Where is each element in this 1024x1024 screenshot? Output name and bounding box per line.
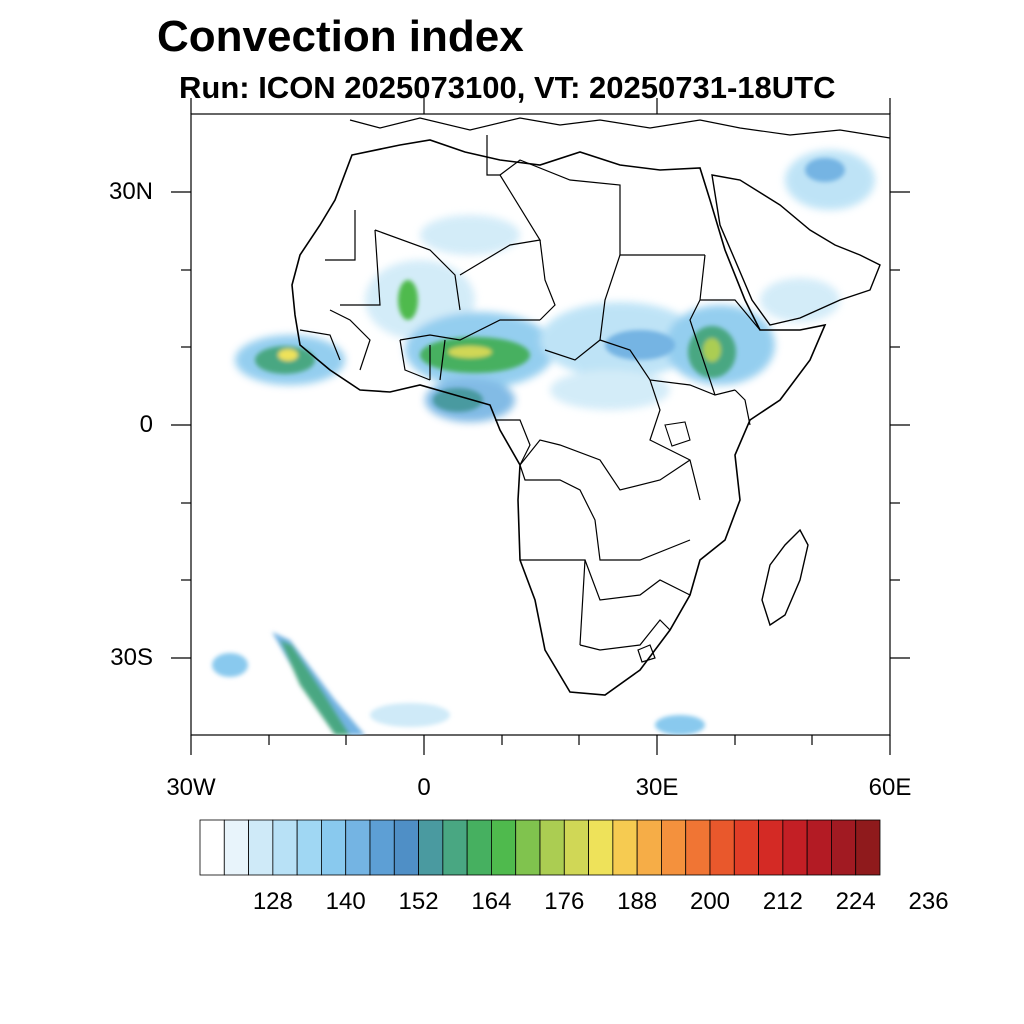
lon-label-0: 0 [417,774,431,801]
convection-field [212,117,890,735]
lon-label-60e: 60E [868,774,912,801]
core-arabia [805,158,845,182]
south-atlantic-west [212,653,248,677]
colorbar-box [418,819,444,876]
colorbar-box [296,819,322,876]
colorbar-tick-label: 128 [252,888,293,915]
colorbar-box [563,819,589,876]
core-nigeria-high [448,346,492,358]
colorbar-box [685,819,711,876]
colorbar-tick-label: 224 [835,888,876,915]
colorbar-box [831,819,857,876]
colorbar-box [369,819,395,876]
colorbar-tick-label: 140 [325,888,366,915]
colorbar [199,819,881,876]
colorbar-box [515,819,541,876]
colorbar-box [636,819,662,876]
europe-coast [349,117,890,139]
colorbar-box [806,819,832,876]
colorbar-box [248,819,274,876]
colorbar-tick-label: 236 [908,888,949,915]
colorbar-box [393,819,419,876]
core-ethiopia-high [703,338,721,362]
chart-subtitle: Run: ICON 2025073100, VT: 20250731-18UTC [179,70,836,105]
south-atlantic-east [655,715,705,735]
chart-title: Convection index [157,12,524,61]
axis-ticks [171,98,910,755]
lake-victoria [664,421,691,447]
colorbar-box [491,819,517,876]
colorbar-tick-label: 200 [689,888,731,915]
colorbar-box [733,819,759,876]
field-arabia-south [760,278,840,322]
south-atlantic-core [280,640,350,735]
colorbar-box [661,819,687,876]
lesotho-border [637,644,656,663]
colorbar-box [588,819,614,876]
lat-label-30s: 30S [110,644,153,671]
colorbar-tick-label: 188 [617,888,658,915]
field-north-africa [420,215,520,255]
colorbar-box [199,819,225,876]
madagascar [761,528,809,627]
colorbar-box [782,819,808,876]
lon-label-30e: 30E [635,774,679,801]
core-sahel [605,330,675,360]
colorbar-box [321,819,347,876]
colorbar-tick-label: 152 [398,888,439,915]
colorbar-box [539,819,565,876]
colorbar-box [855,819,881,876]
south-atlantic-mid [370,703,450,727]
colorbar-box [758,819,784,876]
core-gulf [433,388,483,412]
colorbar-box [466,819,492,876]
colorbar-tick-label: 212 [762,888,803,915]
colorbar-box [612,819,638,876]
colorbar-tick-label: 176 [544,888,585,915]
colorbar-box [345,819,371,876]
colorbar-box [442,819,468,876]
colorbar-box [223,819,249,876]
colorbar-tick-label: 164 [471,888,512,915]
core-mali [398,280,418,320]
country-borders [299,135,761,651]
map-frame [190,113,891,736]
colorbar-box [709,819,735,876]
core-guinea-high [278,349,298,361]
lon-label-30w: 30W [166,774,216,801]
colorbar-box [272,819,298,876]
field-congo [550,370,670,410]
arabia-coastline [711,174,881,326]
lat-label-0: 0 [139,411,153,438]
lat-label-30n: 30N [108,178,153,205]
